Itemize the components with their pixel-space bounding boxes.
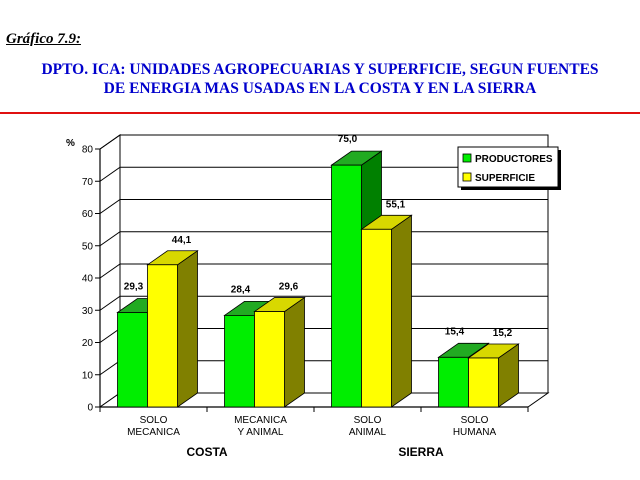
bar-front (331, 164, 362, 408)
gridline (99, 166, 548, 182)
bar (253, 296, 306, 408)
bar-side (177, 250, 198, 408)
bar (467, 343, 520, 408)
y-tick-label: 20 (82, 338, 94, 349)
y-tick-label: 60 (82, 209, 94, 220)
x-tick-label: SOLO (140, 415, 168, 426)
y-tick-label: 40 (82, 274, 94, 285)
x-tick-label: ANIMAL (349, 427, 387, 438)
bar-front (117, 312, 148, 408)
bar-side (284, 296, 305, 408)
bar-front (468, 357, 499, 408)
legend-label: SUPERFICIE (475, 173, 535, 184)
data-label: 28,4 (231, 284, 251, 295)
legend-swatch (462, 172, 472, 182)
legend-label: PRODUCTORES (475, 154, 553, 165)
y-axis-label: % (66, 138, 75, 149)
data-label: 44,1 (172, 235, 192, 246)
group-label: COSTA (186, 445, 227, 459)
data-label: 55,1 (386, 199, 406, 210)
gridline (99, 199, 548, 214)
bar-front (224, 315, 255, 408)
data-label: 29,3 (124, 282, 144, 293)
x-tick-label: MECANICA (234, 415, 287, 426)
bar-front (438, 356, 469, 408)
bar-front (147, 264, 178, 408)
bar (146, 250, 199, 408)
title-divider (0, 112, 640, 114)
chart-title: DPTO. ICA: UNIDADES AGROPECUARIAS Y SUPE… (0, 60, 640, 98)
data-label: 15,2 (493, 328, 513, 339)
legend-swatch (462, 153, 472, 163)
x-tick-label: Y ANIMAL (238, 427, 284, 438)
data-label: 75,0 (338, 134, 358, 145)
bar (360, 214, 413, 408)
y-tick-label: 50 (82, 241, 94, 252)
gridline (99, 134, 548, 150)
bar-front (361, 228, 392, 408)
x-tick-label: MECANICA (127, 427, 180, 438)
x-tick-label: HUMANA (453, 427, 497, 438)
title-line-1: DPTO. ICA: UNIDADES AGROPECUARIAS Y SUPE… (41, 61, 599, 78)
x-tick-label: SOLO (354, 415, 382, 426)
bar-front (254, 311, 285, 408)
y-tick-label: 30 (82, 306, 94, 317)
y-tick-label: 80 (82, 145, 94, 156)
bar-side (391, 214, 412, 408)
y-tick-label: 0 (87, 403, 93, 414)
data-label: 15,4 (445, 326, 465, 337)
y-tick-label: 10 (82, 370, 94, 381)
y-tick-label: 70 (82, 177, 94, 188)
figure-label: Gráfico 7.9: (6, 31, 81, 47)
title-line-2: DE ENERGIA MAS USADAS EN LA COSTA Y EN L… (103, 80, 537, 97)
legend-box (457, 146, 559, 188)
data-label: 29,6 (279, 282, 299, 293)
x-tick-label: SOLO (461, 415, 489, 426)
group-label: SIERRA (398, 445, 444, 459)
